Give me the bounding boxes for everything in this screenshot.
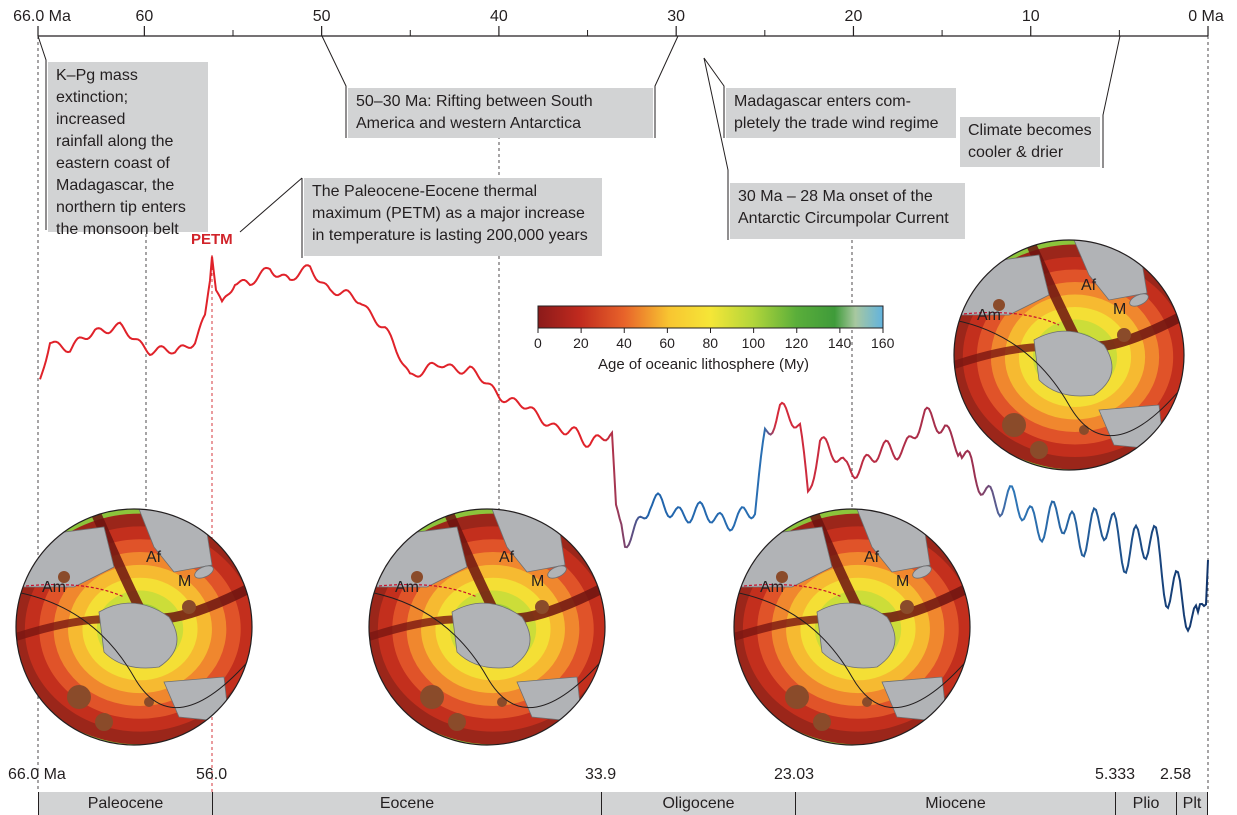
colorbar-tick-label: 40 bbox=[616, 335, 632, 351]
colorbar-tick-label: 60 bbox=[659, 335, 675, 351]
top-axis-major-ticks bbox=[37, 26, 1209, 36]
boundary-label-56: 56.0 bbox=[196, 766, 228, 783]
colorbar-tick-label: 120 bbox=[784, 335, 809, 351]
leader-trade-wind bbox=[703, 57, 725, 138]
petm-label: PETM bbox=[191, 231, 233, 248]
epoch-miocene: Miocene bbox=[795, 792, 1115, 815]
boundary-label-23-03: 23.03 bbox=[774, 766, 815, 783]
polar-map-miocene-early bbox=[734, 509, 970, 745]
note-circumpolar-current: 30 Ma – 28 Ma onset of the Antarctic Cir… bbox=[730, 183, 965, 239]
note-kpg-extinction: K–Pg mass extinction; increased rainfall… bbox=[48, 62, 208, 238]
axis-tick-label: 20 bbox=[844, 8, 863, 25]
colorbar-tick-label: 140 bbox=[827, 335, 852, 351]
colorbar-title: Age of oceanic lithosphere (My) bbox=[598, 356, 809, 373]
polar-map-eocene bbox=[369, 509, 605, 745]
epoch-pliocene: Plio bbox=[1115, 792, 1176, 815]
axis-tick-label: 30 bbox=[667, 8, 686, 25]
polar-map-paleocene bbox=[16, 509, 252, 745]
colorbar-gradient bbox=[537, 305, 884, 329]
map-label-af: Af bbox=[499, 549, 515, 566]
colorbar-tick-label: 0 bbox=[534, 335, 542, 351]
map-label-af: Af bbox=[864, 549, 880, 566]
note-rifting: 50–30 Ma: Rifting between South America … bbox=[348, 88, 653, 138]
colorbar-tick-label: 160 bbox=[871, 335, 895, 351]
axis-tick-label: 0 Ma bbox=[1188, 8, 1224, 25]
axis-tick-label: 50 bbox=[312, 8, 331, 25]
leader-kpg bbox=[37, 35, 47, 230]
leader-acc bbox=[703, 57, 729, 240]
map-label-am: Am bbox=[42, 579, 66, 596]
epoch-eocene: Eocene bbox=[212, 792, 601, 815]
map-label-m: M bbox=[178, 573, 192, 590]
map-label-m: M bbox=[1113, 301, 1127, 318]
map-label-am: Am bbox=[977, 307, 1001, 324]
map-label-af: Af bbox=[1081, 277, 1097, 294]
boundary-label-33-9: 33.9 bbox=[585, 766, 617, 783]
axis-tick-label: 10 bbox=[1021, 8, 1040, 25]
temperature-curve bbox=[39, 256, 1209, 633]
map-label-af: Af bbox=[146, 549, 162, 566]
note-climate: Climate becomes cooler & drier bbox=[960, 117, 1100, 167]
map-label-am: Am bbox=[395, 579, 419, 596]
note-petm: The Paleocene-Eocene thermal maximum (PE… bbox=[304, 178, 602, 256]
leader-rifting-right bbox=[654, 35, 679, 138]
axis-tick-label: 66.0 Ma bbox=[13, 8, 71, 25]
epoch-paleocene: Paleocene bbox=[38, 792, 212, 815]
leader-climate bbox=[1102, 35, 1121, 168]
colorbar-tick-label: 80 bbox=[702, 335, 719, 351]
map-label-m: M bbox=[531, 573, 545, 590]
leader-petm-diagonal bbox=[239, 177, 303, 233]
map-label-m: M bbox=[896, 573, 910, 590]
epoch-oligocene: Oligocene bbox=[601, 792, 795, 815]
colorbar-ticks bbox=[537, 328, 884, 333]
top-axis-minor-ticks bbox=[232, 30, 1120, 36]
boundary-label-2-58: 2.58 bbox=[1160, 766, 1192, 783]
note-trade-wind: Madagascar enters com- pletely the trade… bbox=[726, 88, 956, 138]
colorbar-tick-label: 100 bbox=[741, 335, 765, 351]
axis-tick-label: 40 bbox=[490, 8, 508, 25]
polar-map-present bbox=[954, 240, 1184, 470]
boundary-label-66: 66.0 Ma bbox=[8, 766, 66, 783]
map-label-am: Am bbox=[760, 579, 784, 596]
leader-rifting-left bbox=[321, 35, 347, 138]
boundary-label-5-333: 5.333 bbox=[1095, 766, 1136, 783]
axis-tick-label: 60 bbox=[135, 8, 154, 25]
colorbar-tick-label: 20 bbox=[573, 335, 589, 351]
epoch-pleistocene: Plt bbox=[1176, 792, 1208, 815]
